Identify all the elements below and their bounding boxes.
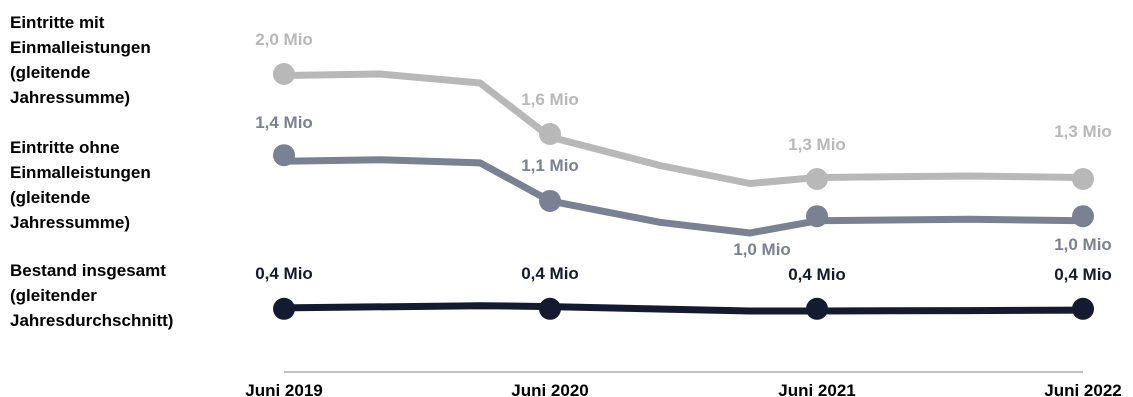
data-point: [539, 123, 561, 145]
data-point: [806, 205, 828, 228]
data-point: [806, 297, 828, 320]
data-label: 1,6 Mio: [521, 90, 579, 109]
data-point: [273, 144, 295, 167]
data-label: 0,4 Mio: [521, 264, 579, 283]
legend-label-line: (gleitende: [10, 188, 90, 207]
data-label: 1,4 Mio: [255, 113, 313, 132]
legend-label-line: Eintritte mit: [10, 13, 105, 32]
data-label: 0,4 Mio: [788, 265, 846, 284]
legend-label-line: Bestand insgesamt: [10, 261, 166, 280]
data-label: 1,3 Mio: [1054, 122, 1112, 141]
legend-item: Eintritte ohne Einmalleistungen (gleitende…: [10, 138, 151, 232]
data-label: 1,0 Mio: [733, 240, 791, 259]
data-label: 1,0 Mio: [1054, 235, 1112, 254]
x-tick-label: Juni 2019: [245, 381, 323, 397]
data-point: [273, 297, 295, 320]
series-line: [280, 70, 1087, 187]
data-label: 0,4 Mio: [1054, 265, 1112, 284]
legend-label-line: Jahressumme): [10, 213, 130, 232]
series-line: [280, 156, 1087, 237]
data-point: [1072, 205, 1094, 228]
data-point: [806, 168, 828, 190]
data-point: [539, 189, 561, 212]
legend-label-line: Jahresdurchschnitt): [10, 311, 173, 330]
legend-item: Eintritte mit Einmalleistungen (gleitende J…: [10, 13, 151, 107]
series-line: [280, 302, 1087, 315]
x-tick-label: Juni 2020: [511, 381, 589, 397]
legend-label-line: Einmalleistungen: [10, 38, 151, 57]
series-layer: 2,0 Mio 1,6 Mio 1,3 Mio 1,3 Mio 1,4 Mio 1,1 M…: [255, 30, 1112, 320]
x-tick-label: Juni 2022: [1044, 381, 1122, 397]
legend-label-line: (gleitende: [10, 63, 90, 82]
series: 0,4 Mio 0,4 Mio 0,4 Mio 0,4 Mio: [255, 264, 1112, 320]
data-label: 0,4 Mio: [255, 264, 313, 283]
data-point: [273, 63, 295, 85]
legend-label-line: Einmalleistungen: [10, 163, 151, 182]
data-point: [1072, 297, 1094, 320]
legend: Eintritte mit Einmalleistungen (gleitende J…: [10, 13, 173, 330]
legend-label-line: (gleitender: [10, 286, 97, 305]
series: 2,0 Mio 1,6 Mio 1,3 Mio 1,3 Mio: [255, 30, 1112, 190]
data-label: 1,1 Mio: [521, 156, 579, 175]
legend-label-line: Jahressumme): [10, 88, 130, 107]
series: 1,4 Mio 1,1 Mio 1,0 Mio 1,0 Mio: [255, 113, 1112, 259]
data-point: [539, 297, 561, 320]
data-label: 2,0 Mio: [255, 30, 313, 49]
data-point: [1072, 168, 1094, 190]
x-tick-label: Juni 2021: [778, 381, 856, 397]
legend-item: Bestand insgesamt (gleitender Jahresdurchs…: [10, 261, 173, 330]
legend-label-line: Eintritte ohne: [10, 138, 120, 157]
legend-label: Eintritte mit Einmalleistungen (gleitende J…: [10, 13, 151, 107]
x-axis: Juni 2019 Juni 2020 Juni 2021 Juni 2022: [245, 371, 1122, 397]
legend-label: Eintritte ohne Einmalleistungen (gleitende…: [10, 138, 151, 232]
legend-label: Bestand insgesamt (gleitender Jahresdurchs…: [10, 261, 173, 330]
data-label: 1,3 Mio: [788, 135, 846, 154]
